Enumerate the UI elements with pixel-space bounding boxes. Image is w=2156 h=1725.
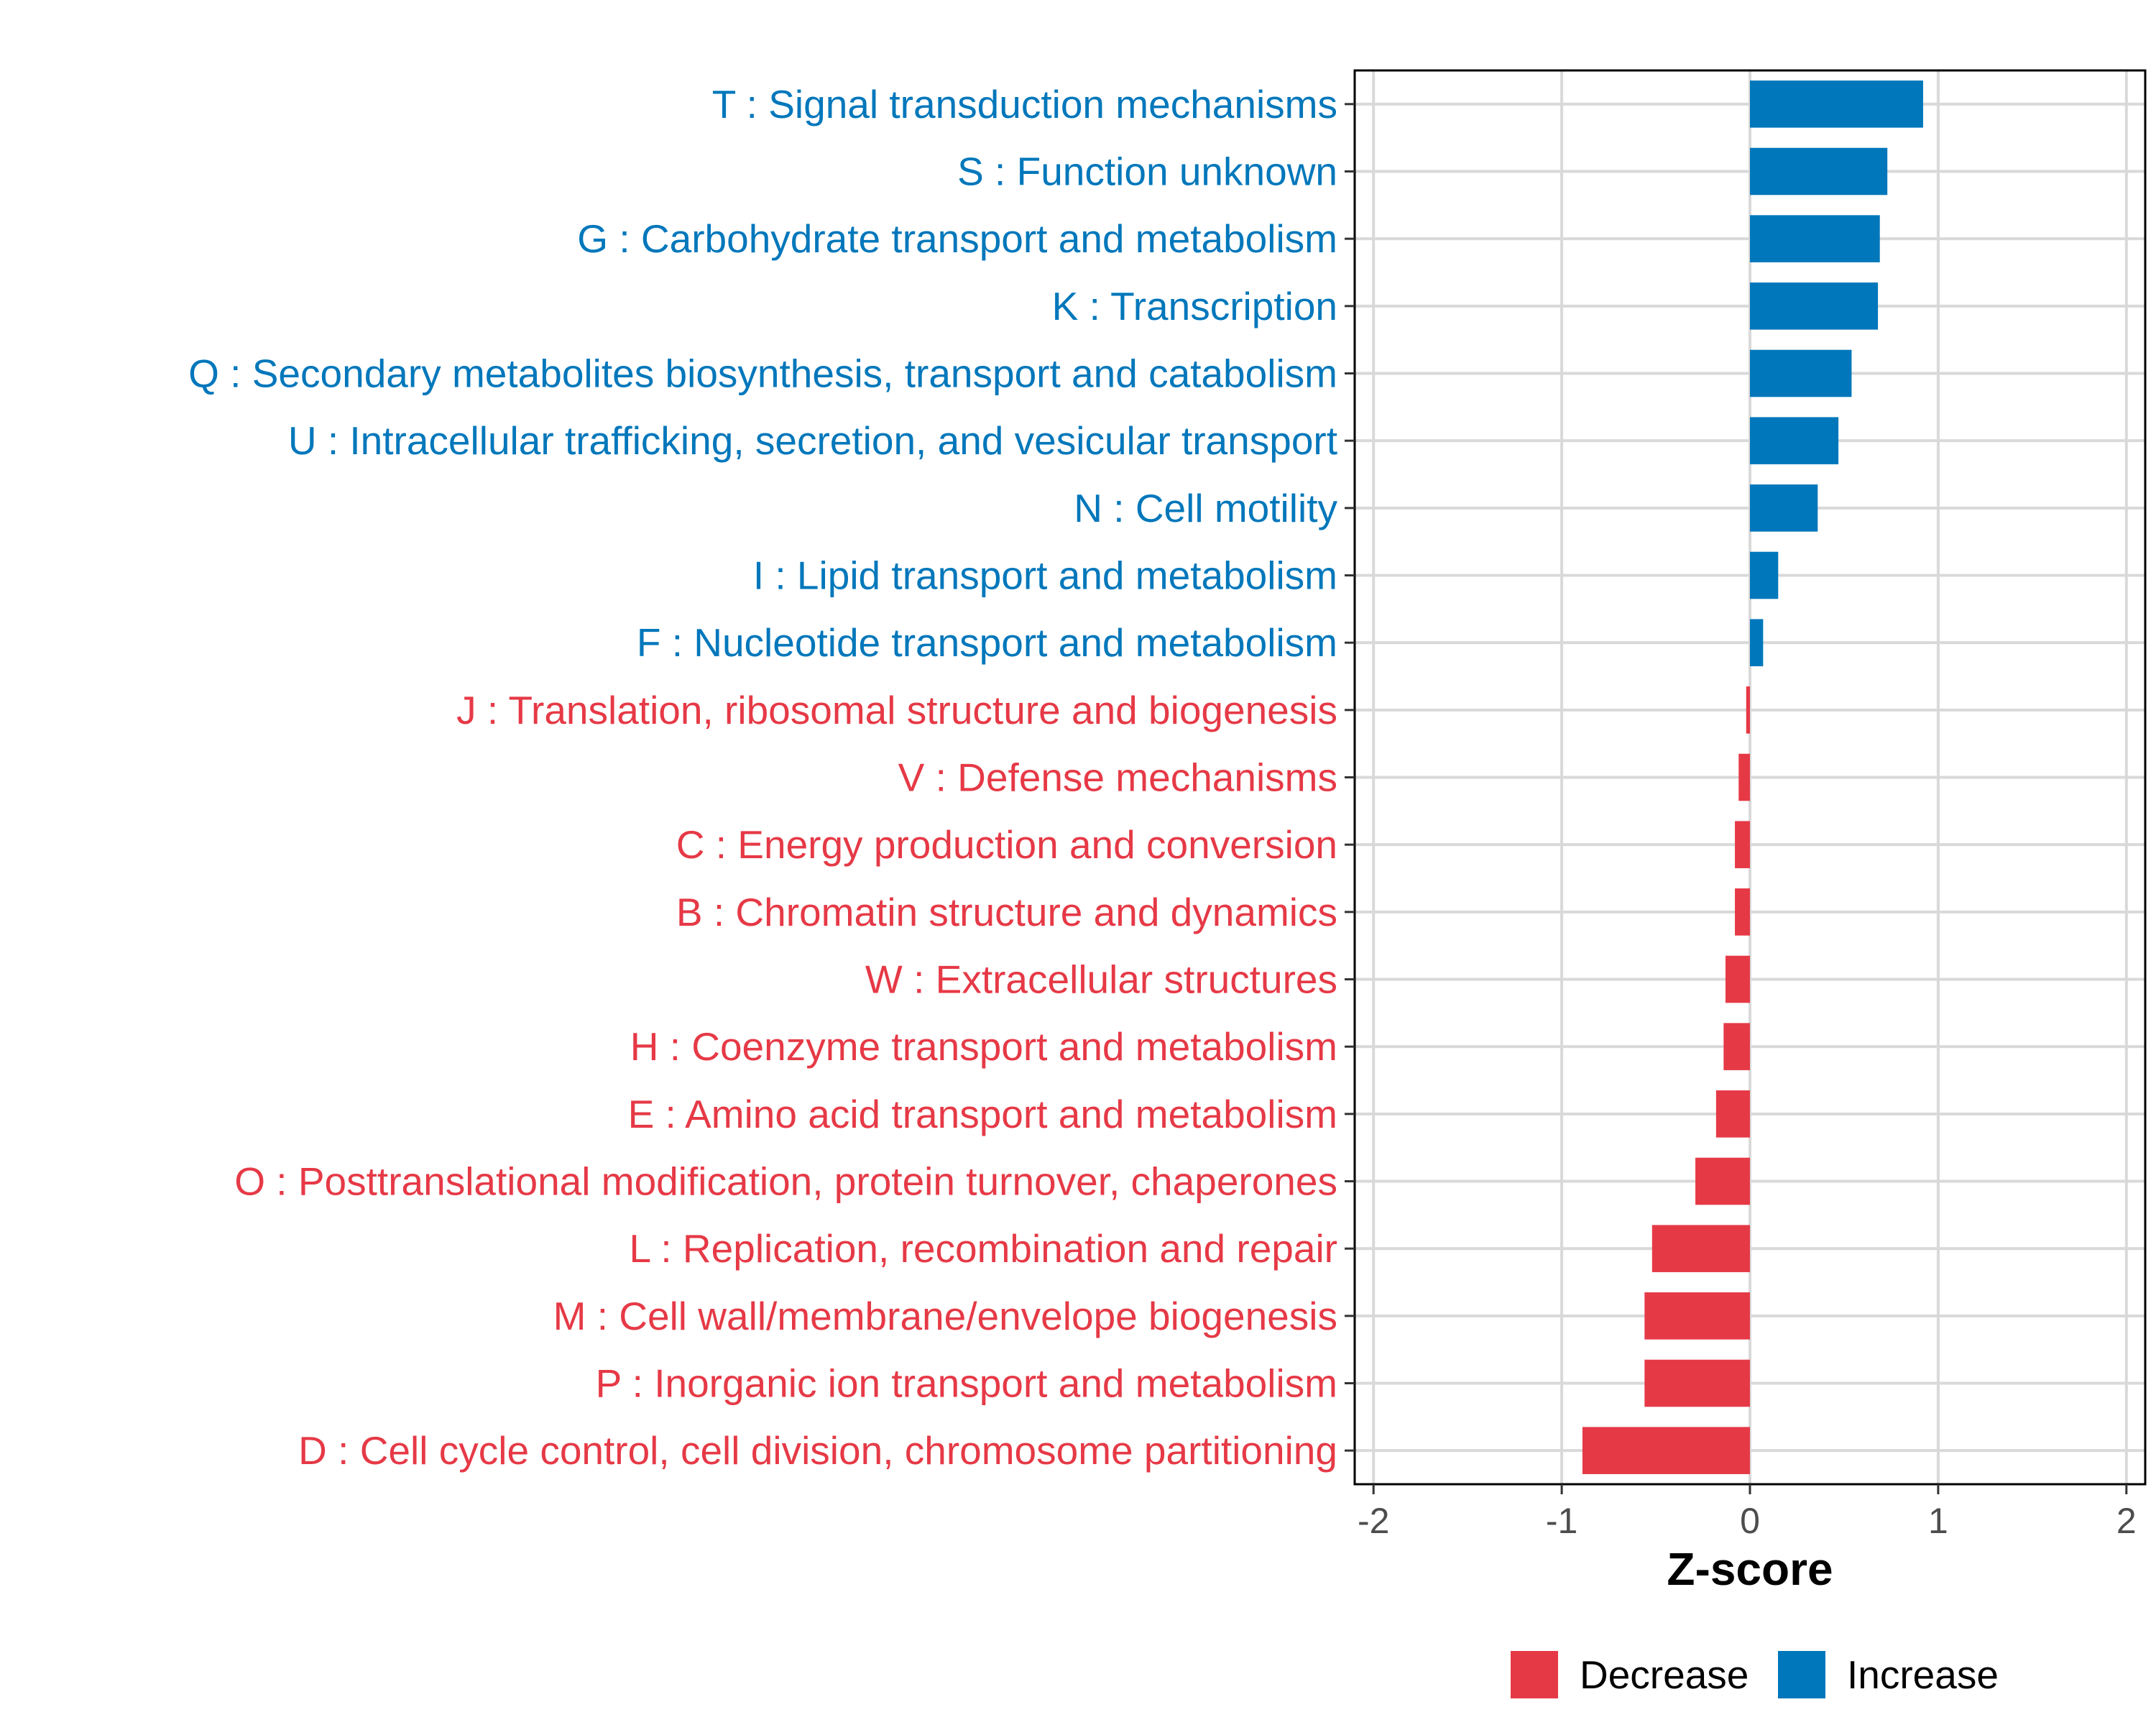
bar (1750, 619, 1764, 666)
category-label: C : Energy production and conversion (676, 822, 1337, 867)
category-label: O : Posttranslational modification, prot… (234, 1159, 1337, 1204)
legend-swatch (1778, 1651, 1825, 1698)
bar (1750, 80, 1923, 128)
bar (1723, 1023, 1750, 1070)
bar (1750, 551, 1779, 599)
legend: Decrease Increase (1511, 1651, 1999, 1698)
category-labels: T : Signal transduction mechanisms S : Fu… (188, 82, 1337, 1473)
x-tick-label: 1 (1928, 1501, 1948, 1541)
category-label: B : Chromatin structure and dynamics (676, 890, 1337, 934)
bar (1582, 1427, 1750, 1474)
bar (1750, 282, 1879, 330)
category-label: P : Inorganic ion transport and metaboli… (596, 1361, 1337, 1406)
category-label: D : Cell cycle control, cell division, c… (298, 1428, 1337, 1473)
legend-label: Decrease (1580, 1652, 1749, 1697)
category-label: J : Translation, ribosomal structure and… (456, 688, 1337, 732)
bar (1735, 888, 1750, 936)
category-label: G : Carbohydrate transport and metabolis… (577, 216, 1337, 261)
category-label: T : Signal transduction mechanisms (712, 82, 1337, 126)
bar (1750, 147, 1888, 196)
category-label: U : Intracellular trafficking, secretion… (288, 418, 1337, 463)
bars (1582, 80, 1923, 1474)
category-label: W : Extracellular structures (865, 957, 1337, 1002)
x-tick-label: 0 (1740, 1501, 1760, 1541)
bar (1750, 349, 1852, 397)
bar (1715, 1090, 1750, 1138)
bar (1695, 1157, 1750, 1205)
bar (1750, 215, 1880, 262)
bar (1750, 484, 1818, 532)
category-label: N : Cell motility (1074, 486, 1337, 530)
x-tick-label: -2 (1358, 1501, 1389, 1541)
legend-swatch (1511, 1651, 1558, 1698)
category-label: F : Nucleotide transport and metabolism (637, 620, 1337, 665)
axes: -2 -1 0 1 2 (1345, 103, 2137, 1541)
x-tick-label: 2 (2116, 1501, 2137, 1541)
bar (1644, 1292, 1750, 1340)
category-label: M : Cell wall/membrane/envelope biogenes… (553, 1294, 1337, 1338)
bar (1644, 1359, 1750, 1407)
bar (1746, 686, 1750, 734)
category-label: H : Coenzyme transport and metabolism (630, 1024, 1337, 1069)
category-label: Q : Secondary metabolites biosynthesis, … (188, 351, 1337, 396)
legend-label: Increase (1847, 1652, 1999, 1697)
bar (1651, 1225, 1750, 1272)
category-label: V : Defense mechanisms (898, 755, 1337, 800)
category-label: S : Function unknown (957, 150, 1337, 194)
bar (1735, 821, 1750, 868)
category-label: E : Amino acid transport and metabolism (628, 1092, 1337, 1136)
x-axis-title: Z-score (1667, 1543, 1833, 1595)
x-tick-label: -1 (1546, 1501, 1577, 1541)
bar (1738, 753, 1750, 801)
category-label: I : Lipid transport and metabolism (753, 553, 1337, 598)
bar (1750, 417, 1839, 464)
category-label: K : Transcription (1052, 284, 1337, 328)
category-label: L : Replication, recombination and repai… (630, 1226, 1337, 1271)
bar (1725, 955, 1750, 1003)
